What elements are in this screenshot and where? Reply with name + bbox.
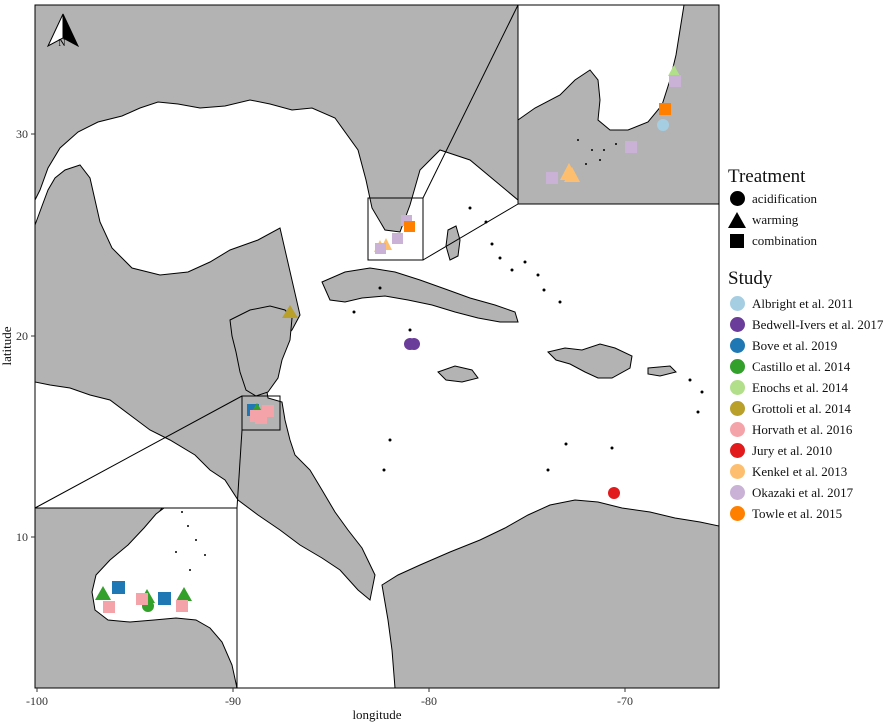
legend-item-label: acidification	[752, 190, 817, 206]
marker-grottoli	[282, 305, 298, 318]
marker-okazaki-inset	[669, 75, 681, 87]
legend-item-study: Horvath et al. 2016	[728, 419, 883, 440]
north-america-landmass	[34, 4, 519, 233]
north-arrow: N	[46, 13, 80, 49]
y-tick-label: 10	[16, 530, 28, 544]
legend-item-label: Horvath et al. 2016	[752, 421, 853, 437]
legend-item-label: combination	[752, 232, 817, 248]
study-legend-title: Study	[728, 268, 773, 289]
color-swatch-icon	[728, 442, 746, 460]
y-tick-label: 20	[16, 329, 28, 343]
legend-item-label: Towle et al. 2015	[752, 505, 843, 521]
legend-item-label: Castillo et al. 2014	[752, 358, 851, 374]
y-axis	[31, 133, 35, 538]
color-swatch-icon	[728, 463, 746, 481]
legend-item-label: Enochs et al. 2014	[752, 379, 849, 395]
florida-focus-box	[367, 197, 424, 261]
legend-item-label: Albright et al. 2011	[752, 295, 854, 311]
color-swatch-icon	[728, 484, 746, 502]
color-swatch-icon	[728, 358, 746, 376]
legend-item-label: Kenkel et al. 2013	[752, 463, 848, 479]
x-axis-title: longitude	[352, 707, 401, 722]
legend-item-label: warming	[752, 211, 799, 227]
marker-jury	[608, 487, 620, 499]
mexico-landmass	[34, 164, 376, 601]
legend-item-study: Kenkel et al. 2013	[728, 461, 883, 482]
circle-icon	[728, 190, 746, 208]
x-tick-label: -90	[225, 694, 241, 708]
legend-item-label: Bedwell-Ivers et al. 2017	[752, 316, 884, 332]
north-arrow-label: N	[58, 38, 65, 49]
color-swatch-icon	[728, 379, 746, 397]
color-swatch-icon	[728, 295, 746, 313]
x-tick-label: -70	[617, 694, 633, 708]
color-swatch-icon	[728, 421, 746, 439]
y-axis-title: latitude	[0, 326, 14, 365]
legend-item-study: Bedwell-Ivers et al. 2017	[728, 314, 883, 335]
legend-item-study: Enochs et al. 2014	[728, 377, 883, 398]
x-tick-label: -100	[26, 694, 48, 708]
markers-belize-inset	[95, 581, 192, 613]
color-swatch-icon	[728, 337, 746, 355]
color-swatch-icon	[728, 400, 746, 418]
color-swatch-icon	[728, 505, 746, 523]
y-tick-label: 30	[16, 127, 28, 141]
legend-item-study: Jury et al. 2010	[728, 440, 883, 461]
legend-item-acidification: acidification	[728, 188, 817, 209]
treatment-legend: Treatment acidification warming combinat…	[728, 166, 817, 251]
hispaniola	[547, 343, 633, 379]
legend-item-label: Bove et al. 2019	[752, 337, 838, 353]
legend-item-study: Okazaki et al. 2017	[728, 482, 883, 503]
legend-item-study: Grottoli et al. 2014	[728, 398, 883, 419]
small-islands	[175, 139, 704, 571]
markers-florida-inset	[546, 65, 681, 184]
square-icon	[728, 232, 746, 250]
legend-item-study: Albright et al. 2011	[728, 293, 883, 314]
legend-item-study: Bove et al. 2019	[728, 335, 883, 356]
legend-item-combination: combination	[728, 230, 817, 251]
yucatan-peninsula	[229, 305, 293, 397]
color-swatch-icon	[728, 316, 746, 334]
x-axis	[36, 688, 626, 692]
legend-item-label: Okazaki et al. 2017	[752, 484, 854, 500]
legend-item-label: Jury et al. 2010	[752, 442, 833, 458]
map-border	[34, 4, 720, 689]
legend-item-study: Towle et al. 2015	[728, 503, 883, 524]
treatment-legend-title: Treatment	[728, 166, 806, 187]
study-legend: Study Albright et al. 2011 Bedwell-Ivers …	[728, 268, 883, 524]
marker-albright-inset	[657, 119, 669, 131]
markers-main	[247, 215, 620, 499]
legend-item-warming: warming	[728, 209, 817, 230]
legend-item-label: Grottoli et al. 2014	[752, 400, 851, 416]
jamaica	[437, 365, 479, 383]
andros-island	[445, 225, 461, 261]
puerto-rico	[647, 365, 677, 377]
triangle-icon	[728, 211, 746, 229]
x-tick-label: -80	[421, 694, 437, 708]
marker-towle-inset	[659, 103, 671, 115]
legend-item-study: Castillo et al. 2014	[728, 356, 883, 377]
cuba	[321, 267, 519, 323]
belize-focus-box	[241, 395, 281, 431]
